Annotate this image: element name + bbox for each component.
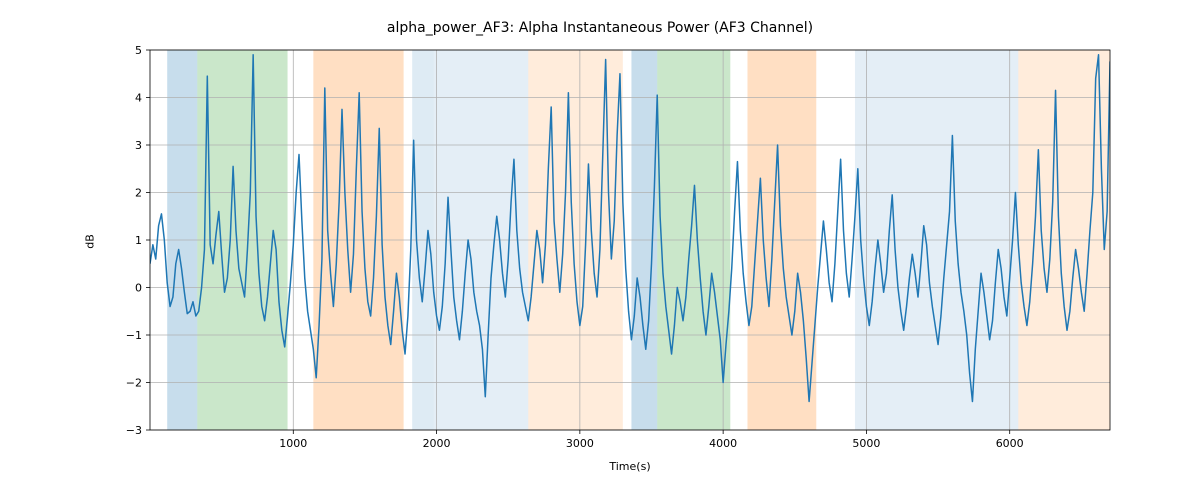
y-tick-label: −3 [126, 424, 142, 437]
x-tick-label: 2000 [423, 437, 451, 450]
y-tick-label: 3 [135, 139, 142, 152]
x-tick-label: 1000 [279, 437, 307, 450]
y-tick-label: 1 [135, 234, 142, 247]
y-tick-label: 4 [135, 91, 142, 104]
x-tick-label: 5000 [852, 437, 880, 450]
y-axis-label: dB [84, 51, 97, 431]
chart-container: alpha_power_AF3: Alpha Instantaneous Pow… [0, 0, 1200, 500]
x-axis-label: Time(s) [150, 460, 1110, 473]
x-tick-label: 6000 [996, 437, 1024, 450]
x-tick-label: 4000 [709, 437, 737, 450]
chart-title: alpha_power_AF3: Alpha Instantaneous Pow… [0, 20, 1200, 36]
x-tick-label: 3000 [566, 437, 594, 450]
y-tick-label: −2 [126, 376, 142, 389]
y-tick-label: 5 [135, 44, 142, 57]
y-tick-label: 2 [135, 186, 142, 199]
chart-svg: 1000 2000 3000 4000 5000 6000 −3 −2 −1 0 1 2 3 4 5 [0, 0, 1200, 500]
y-tick-label: 0 [135, 281, 142, 294]
y-tick-label: −1 [126, 329, 142, 342]
